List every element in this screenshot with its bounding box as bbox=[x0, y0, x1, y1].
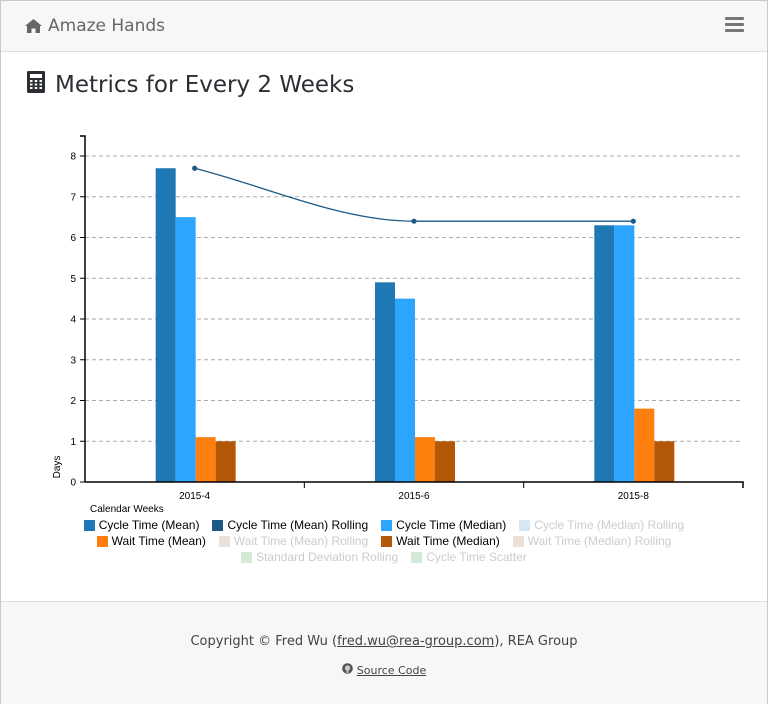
source-code-row: Source Code bbox=[1, 663, 767, 677]
y-tick-label: 1 bbox=[70, 437, 76, 448]
bar bbox=[395, 298, 415, 482]
bar bbox=[155, 168, 176, 482]
copyright-prefix: Copyright © Fred Wu ( bbox=[190, 634, 338, 649]
x-tick-label: 2015-8 bbox=[618, 491, 650, 502]
y-tick-label: 2 bbox=[70, 396, 76, 407]
legend-swatch bbox=[411, 551, 423, 563]
bar bbox=[215, 441, 236, 482]
legend-swatch bbox=[381, 535, 393, 547]
y-axis bbox=[80, 135, 86, 482]
legend-item[interactable]: Cycle Time Scatter bbox=[411, 550, 527, 564]
legend-item[interactable]: Cycle Time (Median) Rolling bbox=[519, 518, 684, 532]
legend-item[interactable]: Wait Time (Median) Rolling bbox=[512, 534, 672, 548]
legend-label: Wait Time (Median) bbox=[396, 534, 500, 548]
legend-swatch bbox=[512, 535, 524, 547]
legend-swatch bbox=[212, 519, 224, 531]
y-axis-label: Days bbox=[52, 456, 63, 479]
source-code-link[interactable]: Source Code bbox=[356, 663, 427, 677]
legend-label: Cycle Time (Mean) Rolling bbox=[227, 518, 369, 532]
legend-row: Standard Deviation Rolling Cycle Time Sca… bbox=[1, 549, 767, 565]
x-axis bbox=[85, 481, 744, 488]
legend-label: Cycle Time (Median) Rolling bbox=[534, 518, 685, 532]
legend-row: Cycle Time (Mean) Cycle Time (Mean) Rolli… bbox=[1, 517, 767, 533]
y-tick-label: 3 bbox=[70, 355, 76, 366]
legend-item[interactable]: Cycle Time (Mean) Rolling bbox=[212, 518, 368, 532]
legend-row: Wait Time (Mean) Wait Time (Mean) Rolling… bbox=[1, 533, 767, 549]
page-title-container: Metrics for Every 2 Weeks bbox=[27, 71, 354, 99]
legend-swatch bbox=[218, 535, 230, 547]
legend-label: Wait Time (Mean) bbox=[111, 534, 206, 548]
legend-label: Cycle Time (Median) bbox=[396, 518, 507, 532]
x-tick-label: 2015-6 bbox=[398, 491, 430, 502]
legend-item[interactable]: Standard Deviation Rolling bbox=[241, 550, 398, 564]
line-point bbox=[192, 165, 198, 171]
bar bbox=[435, 441, 455, 482]
brand-link[interactable]: Amaze Hands bbox=[25, 16, 165, 36]
copyright-text: Copyright © Fred Wu (fred.wu@rea-group.c… bbox=[1, 634, 767, 649]
legend-swatch bbox=[519, 519, 531, 531]
line-point bbox=[630, 218, 636, 224]
footer: Copyright © Fred Wu (fred.wu@rea-group.c… bbox=[1, 601, 767, 704]
line-series bbox=[192, 165, 636, 224]
legend-swatch bbox=[83, 519, 95, 531]
copyright-suffix: ), REA Group bbox=[494, 634, 578, 649]
bar bbox=[375, 282, 395, 482]
navbar: Amaze Hands bbox=[1, 1, 767, 52]
calculator-icon bbox=[27, 71, 45, 99]
y-tick-label: 0 bbox=[70, 478, 76, 489]
rolling-line bbox=[194, 167, 634, 222]
y-tick-label: 8 bbox=[70, 152, 76, 163]
bar bbox=[195, 437, 216, 482]
bar bbox=[415, 437, 435, 482]
hamburger-menu-icon[interactable] bbox=[725, 17, 745, 33]
line-point bbox=[411, 218, 417, 224]
bar bbox=[614, 225, 635, 482]
legend-label: Standard Deviation Rolling bbox=[256, 550, 399, 564]
brand-name: Amaze Hands bbox=[48, 16, 166, 36]
legend-item[interactable]: Wait Time (Mean) Rolling bbox=[218, 534, 369, 548]
legend-item[interactable]: Cycle Time (Mean) bbox=[83, 518, 200, 532]
email-link[interactable]: fred.wu@rea-group.com bbox=[337, 634, 495, 649]
x-tick-label: 2015-4 bbox=[179, 491, 211, 502]
legend-label: Wait Time (Mean) Rolling bbox=[233, 534, 369, 548]
y-tick-label: 6 bbox=[70, 233, 76, 244]
legend-label: Cycle Time Scatter bbox=[426, 550, 527, 564]
x-axis-label: Calendar Weeks bbox=[90, 504, 164, 515]
axes: 0 1 2 3 4 5 6 7 8 2015-4 2015-6 2015-8 Days Calendar … bbox=[52, 135, 744, 515]
metrics-chart: 0 1 2 3 4 5 6 7 8 2015-4 2015-6 2015-8 Days Calendar … bbox=[52, 135, 744, 515]
legend-label: Wait Time (Median) Rolling bbox=[527, 534, 672, 548]
bar-series bbox=[155, 168, 675, 482]
bar bbox=[654, 441, 675, 482]
y-tick-label: 5 bbox=[70, 274, 76, 285]
github-icon bbox=[341, 663, 353, 677]
bar bbox=[594, 225, 615, 482]
home-icon bbox=[25, 19, 42, 33]
bar bbox=[175, 217, 196, 482]
legend-swatch bbox=[241, 551, 253, 563]
legend-swatch bbox=[96, 535, 108, 547]
legend-swatch bbox=[381, 519, 393, 531]
y-tick-label: 7 bbox=[70, 192, 76, 203]
legend-label: Cycle Time (Mean) bbox=[98, 518, 200, 532]
y-tick-label: 4 bbox=[70, 315, 76, 326]
legend-item[interactable]: Wait Time (Median) bbox=[381, 534, 500, 548]
legend-item[interactable]: Cycle Time (Median) bbox=[381, 518, 506, 532]
bar bbox=[634, 408, 655, 482]
legend-item[interactable]: Wait Time (Mean) bbox=[96, 534, 206, 548]
chart-legend: Cycle Time (Mean) Cycle Time (Mean) Rolli… bbox=[1, 517, 767, 565]
page-title: Metrics for Every 2 Weeks bbox=[55, 72, 355, 98]
